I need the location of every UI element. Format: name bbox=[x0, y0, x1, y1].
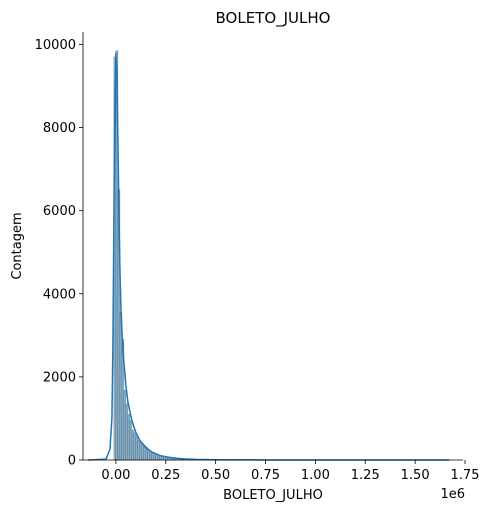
histogram-bar bbox=[125, 403, 129, 461]
histogram-bar bbox=[123, 389, 127, 461]
y-tick-label: 8000 bbox=[43, 121, 76, 136]
x-tick-label: 0.25 bbox=[151, 468, 180, 483]
y-tick-label: 4000 bbox=[43, 287, 76, 302]
histogram-bar bbox=[135, 436, 139, 461]
y-axis-title: Contagem bbox=[10, 212, 25, 279]
histogram-bar bbox=[141, 443, 145, 461]
histogram-bar bbox=[129, 420, 133, 461]
x-tick-label: 1.00 bbox=[301, 468, 330, 483]
histogram-bar bbox=[137, 440, 141, 461]
x-tick-label: 1.50 bbox=[401, 468, 430, 483]
chart-title: BOLETO_JULHO bbox=[216, 9, 331, 28]
x-tick-label: 1.25 bbox=[351, 468, 380, 483]
histogram-bar bbox=[127, 414, 131, 461]
histogram-bar bbox=[151, 452, 155, 461]
kde-line bbox=[87, 52, 450, 461]
x-tick-label: 0.00 bbox=[101, 468, 130, 483]
x-axis-offset-label: 1e6 bbox=[440, 487, 465, 502]
x-tick-label: 0.50 bbox=[201, 468, 230, 483]
y-ticks: 0 2000 4000 6000 8000 10000 bbox=[35, 38, 83, 469]
y-tick-label: 10000 bbox=[35, 38, 76, 53]
y-tick-label: 2000 bbox=[43, 370, 76, 385]
histogram-bar bbox=[131, 429, 135, 461]
y-tick-label: 6000 bbox=[43, 204, 76, 219]
histogram-bar bbox=[155, 454, 159, 461]
x-ticks: 0.00 0.25 0.50 0.75 1.00 1.25 1.50 1.75 bbox=[101, 460, 479, 483]
histogram-bars bbox=[113, 50, 198, 461]
x-tick-label: 1.75 bbox=[451, 468, 480, 483]
histogram-bar bbox=[139, 441, 143, 461]
y-tick-label: 0 bbox=[68, 454, 76, 469]
histogram-bar bbox=[133, 432, 137, 461]
x-tick-label: 0.75 bbox=[251, 468, 280, 483]
x-axis-title: BOLETO_JULHO bbox=[223, 488, 323, 503]
